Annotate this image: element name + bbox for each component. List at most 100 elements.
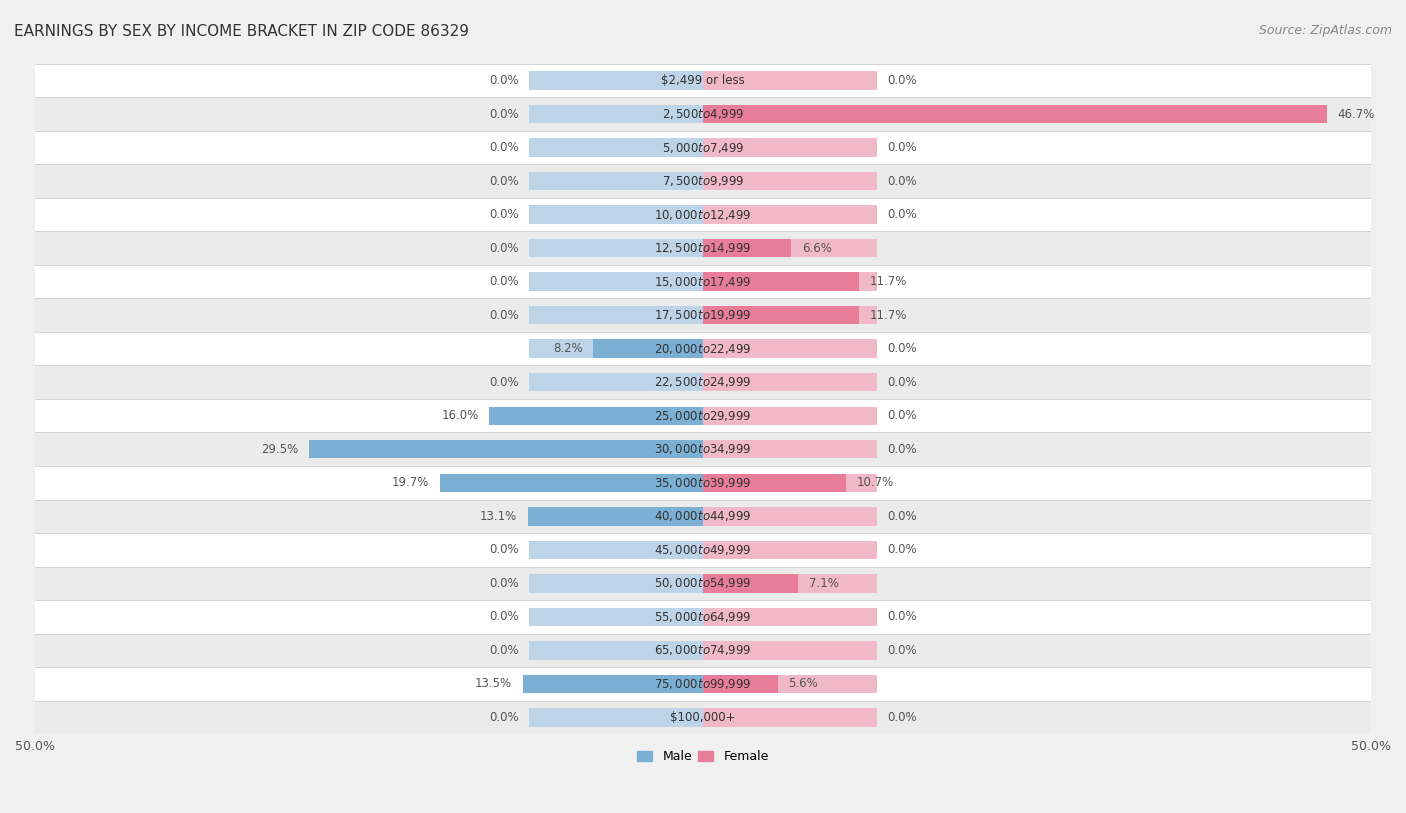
Text: 0.0%: 0.0% bbox=[887, 409, 917, 422]
Bar bbox=[35, 701, 1371, 734]
Text: 0.0%: 0.0% bbox=[887, 510, 917, 523]
Bar bbox=[529, 373, 703, 391]
Text: $10,000 to $12,499: $10,000 to $12,499 bbox=[654, 207, 752, 222]
Bar bbox=[703, 574, 797, 593]
Bar bbox=[703, 607, 877, 626]
Bar bbox=[703, 406, 877, 425]
Bar bbox=[703, 272, 859, 291]
Bar bbox=[523, 675, 703, 693]
Bar bbox=[529, 507, 703, 525]
Bar bbox=[529, 72, 703, 89]
Text: 11.7%: 11.7% bbox=[870, 275, 907, 288]
Text: $45,000 to $49,999: $45,000 to $49,999 bbox=[654, 543, 752, 557]
Text: 0.0%: 0.0% bbox=[489, 175, 519, 188]
Bar bbox=[529, 607, 703, 626]
Text: Source: ZipAtlas.com: Source: ZipAtlas.com bbox=[1258, 24, 1392, 37]
Bar bbox=[703, 206, 877, 224]
Text: 0.0%: 0.0% bbox=[887, 74, 917, 87]
Bar bbox=[703, 239, 877, 258]
Bar bbox=[703, 105, 1327, 124]
Text: $65,000 to $74,999: $65,000 to $74,999 bbox=[654, 643, 752, 658]
Text: $40,000 to $44,999: $40,000 to $44,999 bbox=[654, 509, 752, 524]
Text: 0.0%: 0.0% bbox=[489, 74, 519, 87]
Bar bbox=[35, 533, 1371, 567]
Bar bbox=[529, 574, 703, 593]
Text: 0.0%: 0.0% bbox=[489, 711, 519, 724]
Bar bbox=[529, 172, 703, 190]
Bar bbox=[703, 306, 877, 324]
Text: EARNINGS BY SEX BY INCOME BRACKET IN ZIP CODE 86329: EARNINGS BY SEX BY INCOME BRACKET IN ZIP… bbox=[14, 24, 470, 39]
Bar bbox=[529, 541, 703, 559]
Bar bbox=[529, 406, 703, 425]
Text: 46.7%: 46.7% bbox=[1337, 107, 1375, 120]
Text: 0.0%: 0.0% bbox=[489, 376, 519, 389]
Bar bbox=[703, 239, 792, 258]
Bar bbox=[529, 473, 703, 492]
Bar bbox=[703, 541, 877, 559]
Text: $100,000+: $100,000+ bbox=[671, 711, 735, 724]
Bar bbox=[440, 473, 703, 492]
Bar bbox=[703, 675, 778, 693]
Text: 11.7%: 11.7% bbox=[870, 309, 907, 322]
Text: $2,499 or less: $2,499 or less bbox=[661, 74, 745, 87]
Text: 0.0%: 0.0% bbox=[489, 275, 519, 288]
Bar bbox=[35, 332, 1371, 366]
Bar bbox=[35, 633, 1371, 667]
Text: $75,000 to $99,999: $75,000 to $99,999 bbox=[654, 677, 752, 691]
Bar bbox=[703, 574, 877, 593]
Bar bbox=[703, 72, 877, 89]
Text: $2,500 to $4,999: $2,500 to $4,999 bbox=[662, 107, 744, 121]
Bar bbox=[703, 138, 877, 157]
Bar bbox=[35, 567, 1371, 600]
Text: 0.0%: 0.0% bbox=[887, 644, 917, 657]
Bar bbox=[529, 641, 703, 659]
Text: 0.0%: 0.0% bbox=[489, 208, 519, 221]
Text: 13.1%: 13.1% bbox=[479, 510, 517, 523]
Bar bbox=[529, 708, 703, 727]
Bar bbox=[35, 499, 1371, 533]
Text: $55,000 to $64,999: $55,000 to $64,999 bbox=[654, 610, 752, 624]
Bar bbox=[529, 206, 703, 224]
Bar bbox=[703, 641, 877, 659]
Text: 0.0%: 0.0% bbox=[489, 309, 519, 322]
Text: 0.0%: 0.0% bbox=[887, 543, 917, 556]
Bar bbox=[703, 340, 877, 358]
Text: 0.0%: 0.0% bbox=[887, 611, 917, 624]
Text: 0.0%: 0.0% bbox=[489, 141, 519, 154]
Bar bbox=[35, 366, 1371, 399]
Bar bbox=[703, 473, 877, 492]
Bar bbox=[35, 399, 1371, 433]
Bar bbox=[35, 466, 1371, 499]
Text: 0.0%: 0.0% bbox=[887, 711, 917, 724]
Bar bbox=[35, 198, 1371, 232]
Text: 10.7%: 10.7% bbox=[856, 476, 894, 489]
Text: $15,000 to $17,499: $15,000 to $17,499 bbox=[654, 275, 752, 289]
Text: $50,000 to $54,999: $50,000 to $54,999 bbox=[654, 576, 752, 590]
Legend: Male, Female: Male, Female bbox=[633, 746, 773, 768]
Bar bbox=[703, 507, 877, 525]
Text: 6.6%: 6.6% bbox=[801, 241, 832, 254]
Text: $7,500 to $9,999: $7,500 to $9,999 bbox=[662, 174, 744, 188]
Bar bbox=[309, 440, 703, 459]
Text: 0.0%: 0.0% bbox=[489, 577, 519, 590]
Text: 0.0%: 0.0% bbox=[489, 543, 519, 556]
Text: 0.0%: 0.0% bbox=[887, 175, 917, 188]
Text: 0.0%: 0.0% bbox=[887, 376, 917, 389]
Text: 13.5%: 13.5% bbox=[475, 677, 512, 690]
Bar bbox=[703, 172, 877, 190]
Bar bbox=[35, 265, 1371, 298]
Bar bbox=[529, 105, 703, 124]
Text: $25,000 to $29,999: $25,000 to $29,999 bbox=[654, 409, 752, 423]
Text: 0.0%: 0.0% bbox=[887, 208, 917, 221]
Bar bbox=[35, 98, 1371, 131]
Text: $35,000 to $39,999: $35,000 to $39,999 bbox=[654, 476, 752, 489]
Bar bbox=[593, 340, 703, 358]
Text: 0.0%: 0.0% bbox=[489, 107, 519, 120]
Text: 5.6%: 5.6% bbox=[789, 677, 818, 690]
Text: $17,500 to $19,999: $17,500 to $19,999 bbox=[654, 308, 752, 322]
Text: $20,000 to $22,499: $20,000 to $22,499 bbox=[654, 341, 752, 356]
Bar bbox=[703, 272, 877, 291]
Bar bbox=[35, 164, 1371, 198]
Bar bbox=[703, 306, 859, 324]
Bar bbox=[703, 105, 877, 124]
